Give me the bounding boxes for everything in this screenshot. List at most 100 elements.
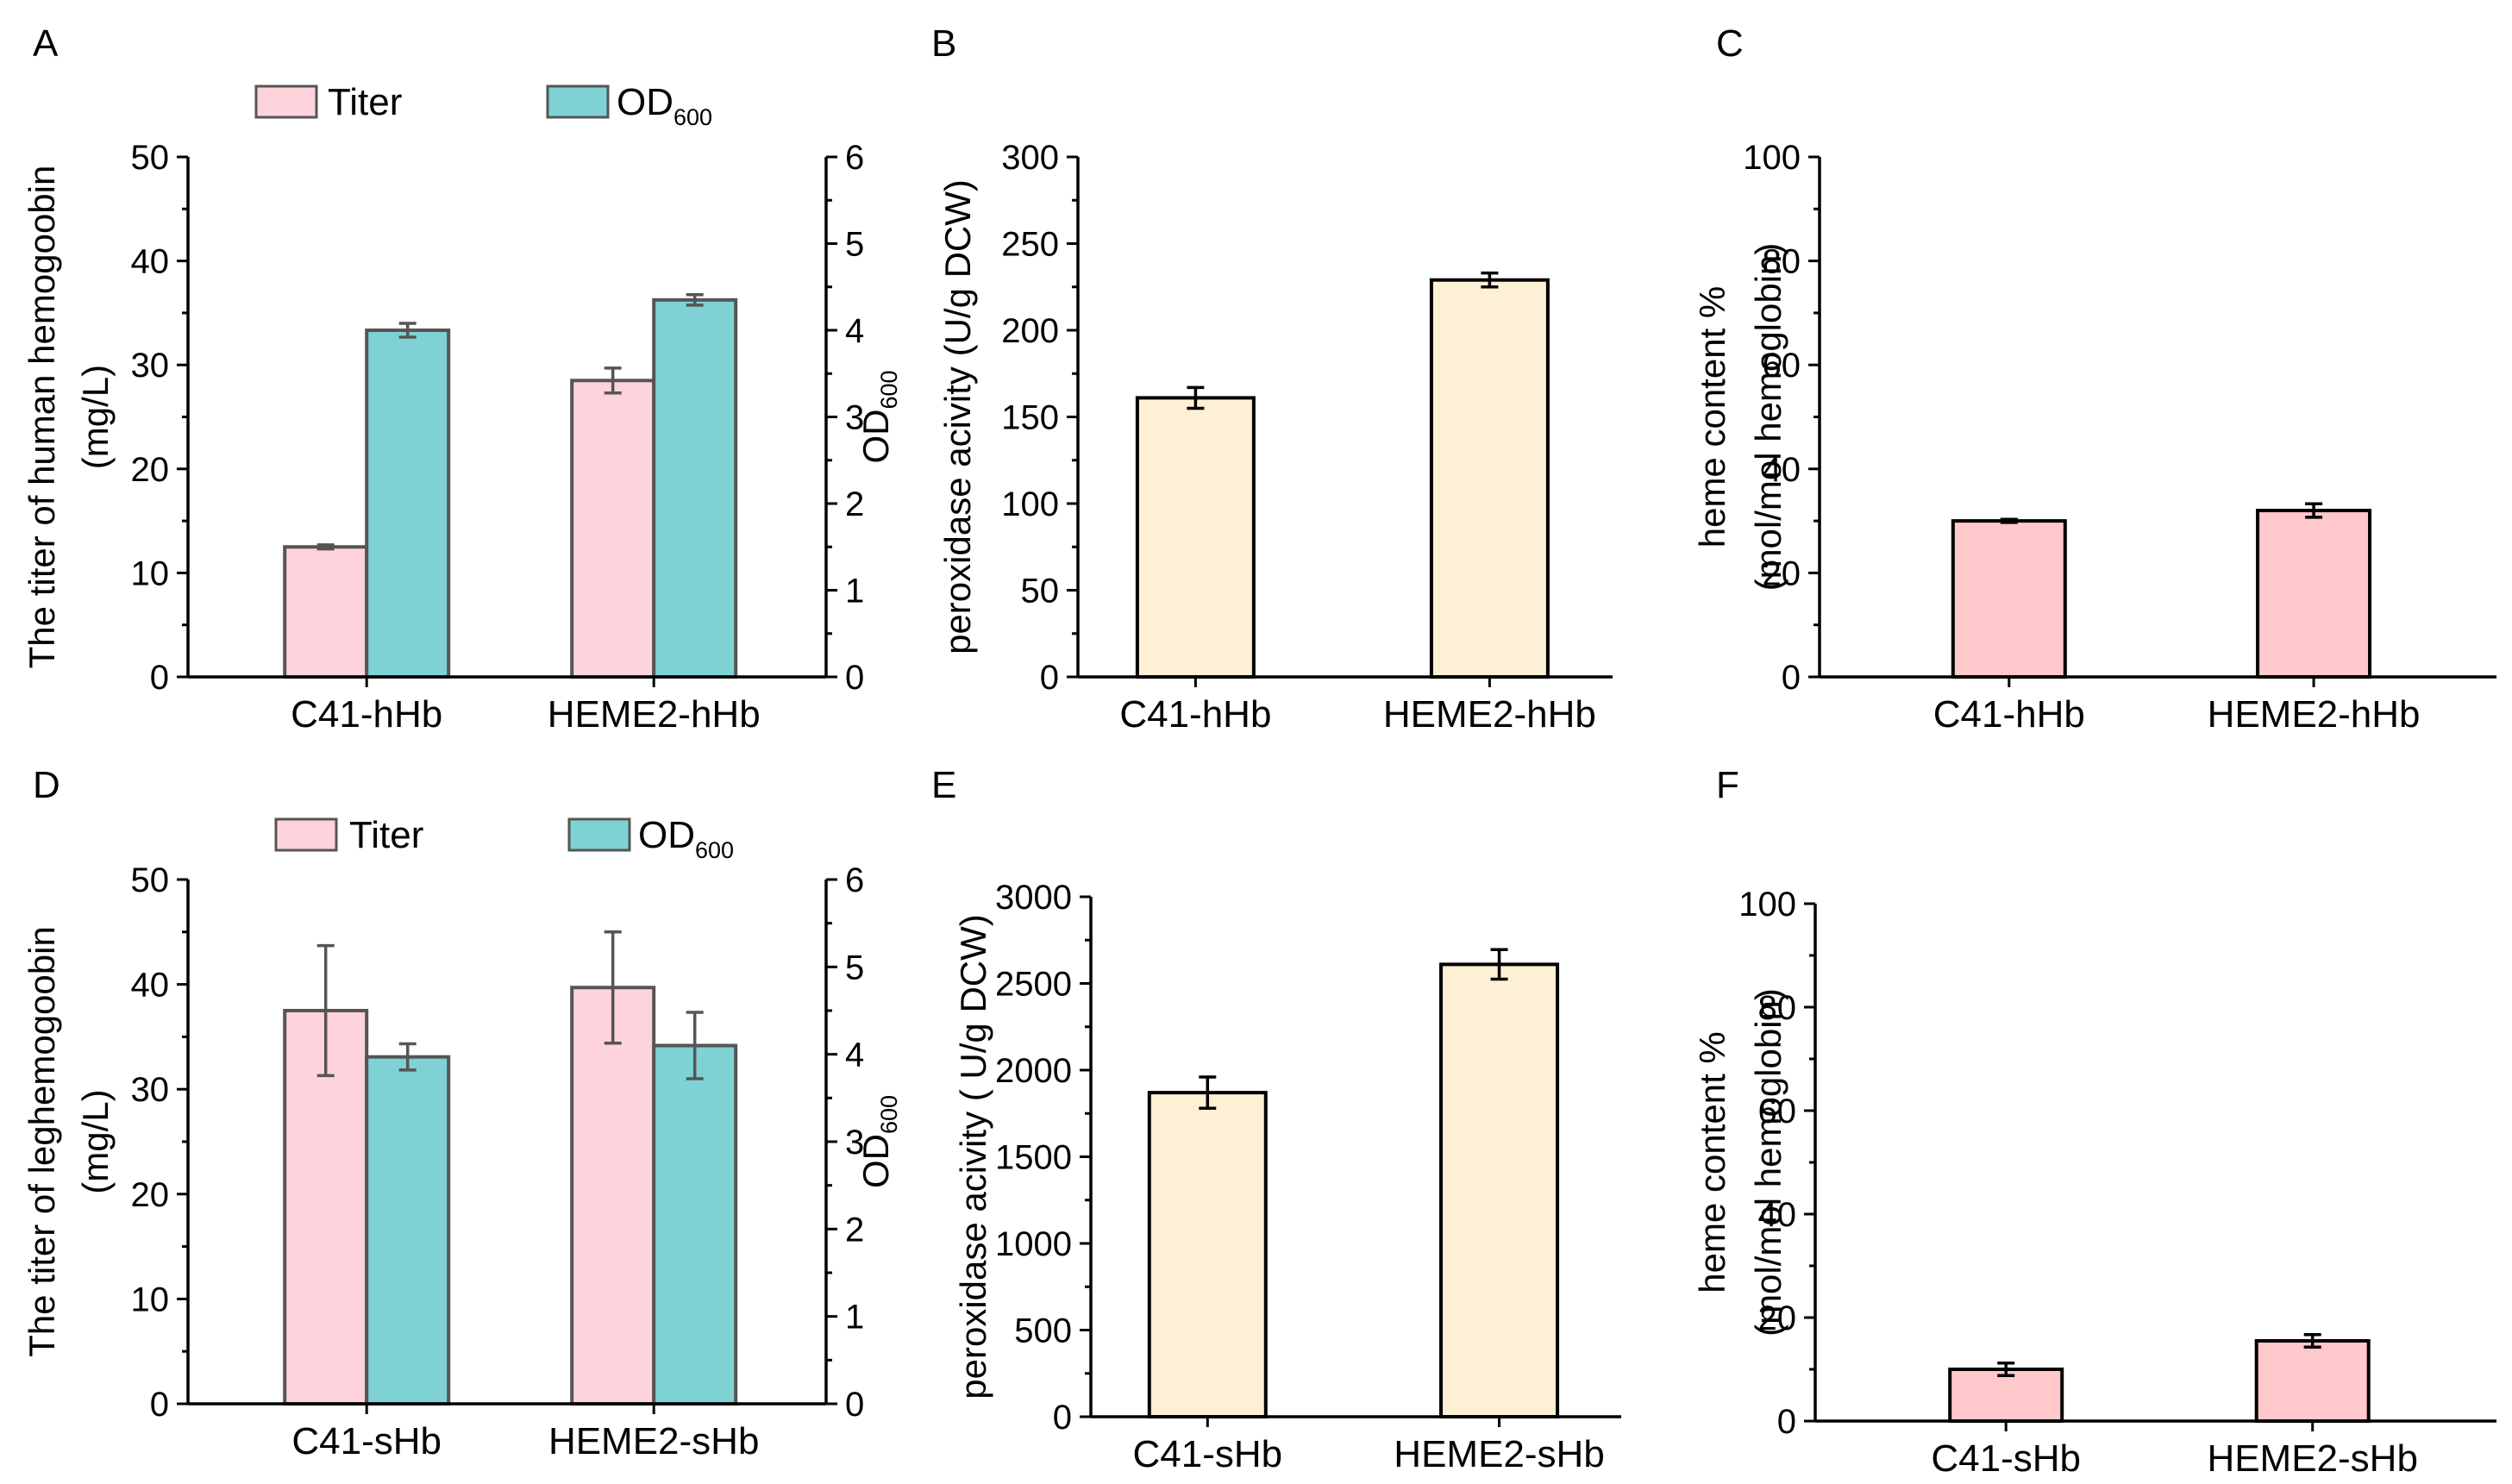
y2-axis-title: OD600 xyxy=(855,1095,902,1188)
y-tick-label: 1000 xyxy=(995,1225,1072,1263)
legend-label: OD600 xyxy=(638,814,734,863)
y-tick-label: 100 xyxy=(1001,485,1059,523)
y2-tick-label: 4 xyxy=(845,1036,864,1074)
legend-label: Titer xyxy=(328,81,402,123)
category-label: C41-sHb xyxy=(1132,1433,1282,1475)
category-label: HEME2-sHb xyxy=(1394,1433,1605,1475)
y-tick-label: 2000 xyxy=(995,1052,1072,1090)
y2-tick-label: 6 xyxy=(845,139,864,177)
legend-swatch xyxy=(567,817,631,852)
y-axis-title: (mg/L) xyxy=(75,1089,116,1193)
y2-tick-label: 0 xyxy=(845,1386,864,1424)
y-tick-label: 10 xyxy=(131,554,170,592)
y-axis-title: (mol/mol hemoglobin) xyxy=(1748,988,1788,1337)
panel-f: F C41-sHb HEME2-sHb 0 20 40 60 80 100 heme conten… xyxy=(1692,764,2496,1480)
category-label: HEME2-hHb xyxy=(548,693,761,736)
legend-swatch xyxy=(274,817,338,852)
y-tick-label: 40 xyxy=(131,967,170,1005)
bar-od-heme2-shb xyxy=(652,1043,738,1406)
y2-tick-label: 2 xyxy=(845,485,864,523)
category-label: HEME2-sHb xyxy=(2207,1437,2418,1480)
y2-tick-label: 0 xyxy=(845,659,864,697)
bar-titer-c41-hhb xyxy=(283,545,369,679)
y-tick-label: 100 xyxy=(1743,139,1801,177)
y2-tick-label: 1 xyxy=(845,1299,864,1337)
panel-e: E C41-sHb HEME2-sHb 0 500 1000 1500 2000 2500 300… xyxy=(931,764,1621,1475)
y-tick-label: 20 xyxy=(131,451,170,489)
bar-titer-heme2-shb xyxy=(570,986,656,1406)
y-tick-label: 0 xyxy=(1782,659,1801,697)
panel-letter: D xyxy=(33,764,60,806)
y-tick-label: 200 xyxy=(1001,312,1059,350)
y-tick-label: 3000 xyxy=(995,879,1072,917)
y-tick-label: 0 xyxy=(1040,659,1059,697)
category-label: HEME2-hHb xyxy=(1383,693,1596,736)
y2-axis-title: OD600 xyxy=(855,370,902,463)
bar-value-heme2-hhb xyxy=(1429,278,1550,679)
y-tick-label: 20 xyxy=(131,1176,170,1214)
category-label: HEME2-sHb xyxy=(548,1420,760,1462)
y-axis-title: (mg/L) xyxy=(75,365,116,469)
y-tick-label: 80 xyxy=(1758,989,1797,1027)
y-tick-label: 0 xyxy=(150,659,169,697)
y-tick-label: 30 xyxy=(131,347,170,385)
y-axis-title: The titer of leghemogoobin xyxy=(22,926,62,1357)
y-tick-label: 250 xyxy=(1001,226,1059,264)
y-tick-label: 40 xyxy=(1763,451,1801,489)
bar-od-c41-hhb xyxy=(365,329,451,679)
panel-letter: C xyxy=(1716,22,1744,65)
bar-value-c41-shb xyxy=(1147,1091,1268,1418)
y2-tick-label: 5 xyxy=(845,949,864,986)
y-tick-label: 1500 xyxy=(995,1139,1072,1177)
bar-od-heme2-hhb xyxy=(652,297,738,679)
legend-swatch xyxy=(254,85,318,119)
category-label: C41-hHb xyxy=(291,693,442,736)
legend-label: OD600 xyxy=(617,81,712,130)
panel-d: D C41-sHb HEME2-sHb 0 10 20 30 40 50 0 1 2 3 4 5 6 OD600… xyxy=(22,764,902,1462)
bar-value-heme2-hhb xyxy=(2256,509,2372,679)
y-axis-title: The titer of human hemogoobin xyxy=(22,166,62,669)
y-tick-label: 60 xyxy=(1763,347,1801,385)
y2-tick-label: 3 xyxy=(845,1124,864,1162)
y-tick-label: 20 xyxy=(1763,554,1801,592)
y-tick-label: 60 xyxy=(1758,1093,1797,1130)
bar-value-heme2-shb xyxy=(2254,1339,2371,1423)
y-axis-title: heme content % xyxy=(1692,286,1732,548)
y2-tick-label: 4 xyxy=(845,312,864,350)
panel-letter: B xyxy=(931,22,956,65)
panel-letter: A xyxy=(33,22,59,65)
y2-tick-label: 5 xyxy=(845,226,864,264)
category-label: C41-sHb xyxy=(291,1420,442,1462)
panel-letter: F xyxy=(1716,764,1739,806)
category-label: C41-hHb xyxy=(1119,693,1271,736)
category-label: C41-hHb xyxy=(1933,693,2085,736)
legend-swatch xyxy=(546,85,610,119)
panel-c: C C41-hHb HEME2-hHb 0 20 40 60 80 100 heme conten… xyxy=(1692,22,2496,736)
panel-letter: E xyxy=(931,764,956,806)
bar-value-heme2-shb xyxy=(1439,962,1560,1418)
y-axis-title: peroxidase acivity ( U/g DCW) xyxy=(953,914,993,1399)
y-tick-label: 10 xyxy=(131,1280,170,1318)
y-tick-label: 50 xyxy=(131,861,170,899)
y-tick-label: 2500 xyxy=(995,966,1072,1004)
y-tick-label: 20 xyxy=(1758,1299,1797,1337)
y-tick-label: 50 xyxy=(131,139,170,177)
bar-value-c41-hhb xyxy=(1951,519,2067,679)
y-tick-label: 40 xyxy=(131,243,170,281)
y-axis-title: peroxidase acivity (U/g DCW) xyxy=(937,179,978,654)
y-tick-label: 150 xyxy=(1001,399,1059,437)
y-tick-label: 40 xyxy=(1758,1196,1797,1234)
y-tick-label: 0 xyxy=(150,1386,169,1424)
bar-od-c41-shb xyxy=(365,1055,451,1406)
y-tick-label: 50 xyxy=(1021,573,1060,611)
y-tick-label: 300 xyxy=(1001,139,1059,177)
bar-value-c41-shb xyxy=(1948,1368,2064,1423)
y2-tick-label: 1 xyxy=(845,573,864,611)
panel-a: A C41-hHb HEME2-hHb 0 10 20 30 40 50 0 1 2 3 4 5 6 OD600… xyxy=(22,22,902,736)
category-label: C41-sHb xyxy=(1931,1437,2081,1480)
legend-label: Titer xyxy=(349,814,423,856)
y-axis-title: (mol/mol hemoglobin) xyxy=(1748,243,1788,592)
y-tick-label: 30 xyxy=(131,1071,170,1109)
y-axis-title: heme content % xyxy=(1692,1031,1732,1293)
